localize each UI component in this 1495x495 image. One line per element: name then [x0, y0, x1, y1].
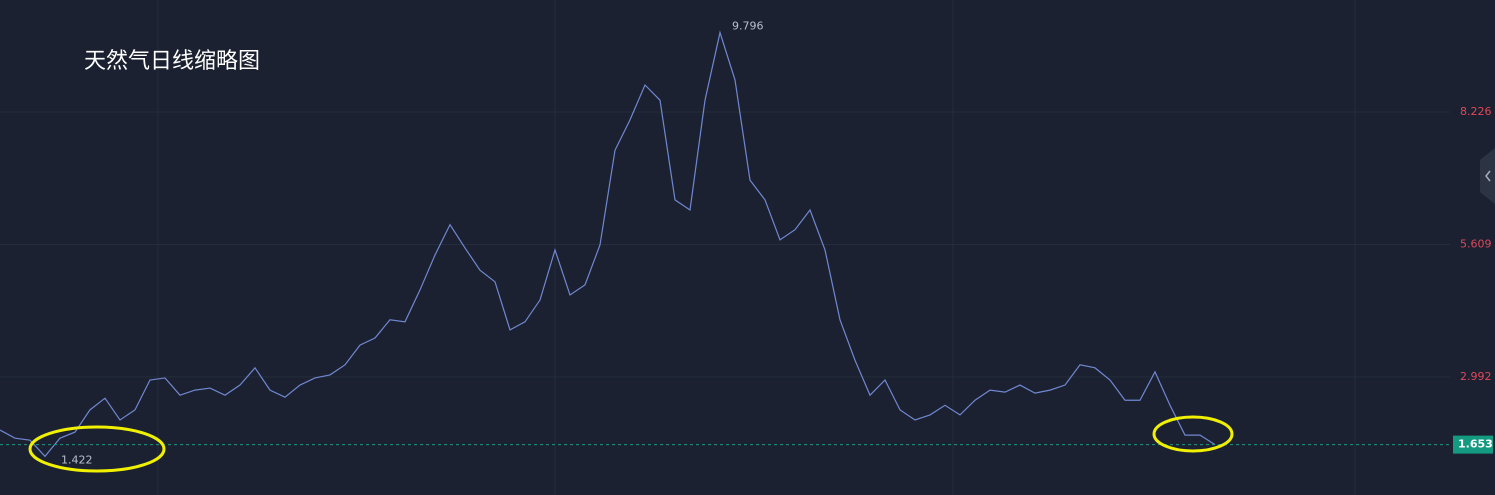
- side-tab[interactable]: [1480, 148, 1495, 204]
- v-grid: [157, 0, 1356, 495]
- side-tab-arrow: [1485, 170, 1491, 182]
- highlight-ellipse: [28, 425, 166, 473]
- chart-title: 天然气日线缩略图: [84, 49, 260, 74]
- price-line: [0, 30, 1216, 458]
- y-tick-label: 8.226: [1460, 105, 1492, 118]
- highlight-ellipse: [1152, 415, 1234, 453]
- last-price-label: 1.653: [1458, 438, 1493, 451]
- last-price-box: [1453, 435, 1493, 454]
- min-label: 1.422: [61, 453, 93, 466]
- max-label: 9.796: [732, 20, 764, 33]
- y-tick-label: 5.609: [1460, 237, 1492, 250]
- y-tick-label: 2.992: [1460, 370, 1492, 383]
